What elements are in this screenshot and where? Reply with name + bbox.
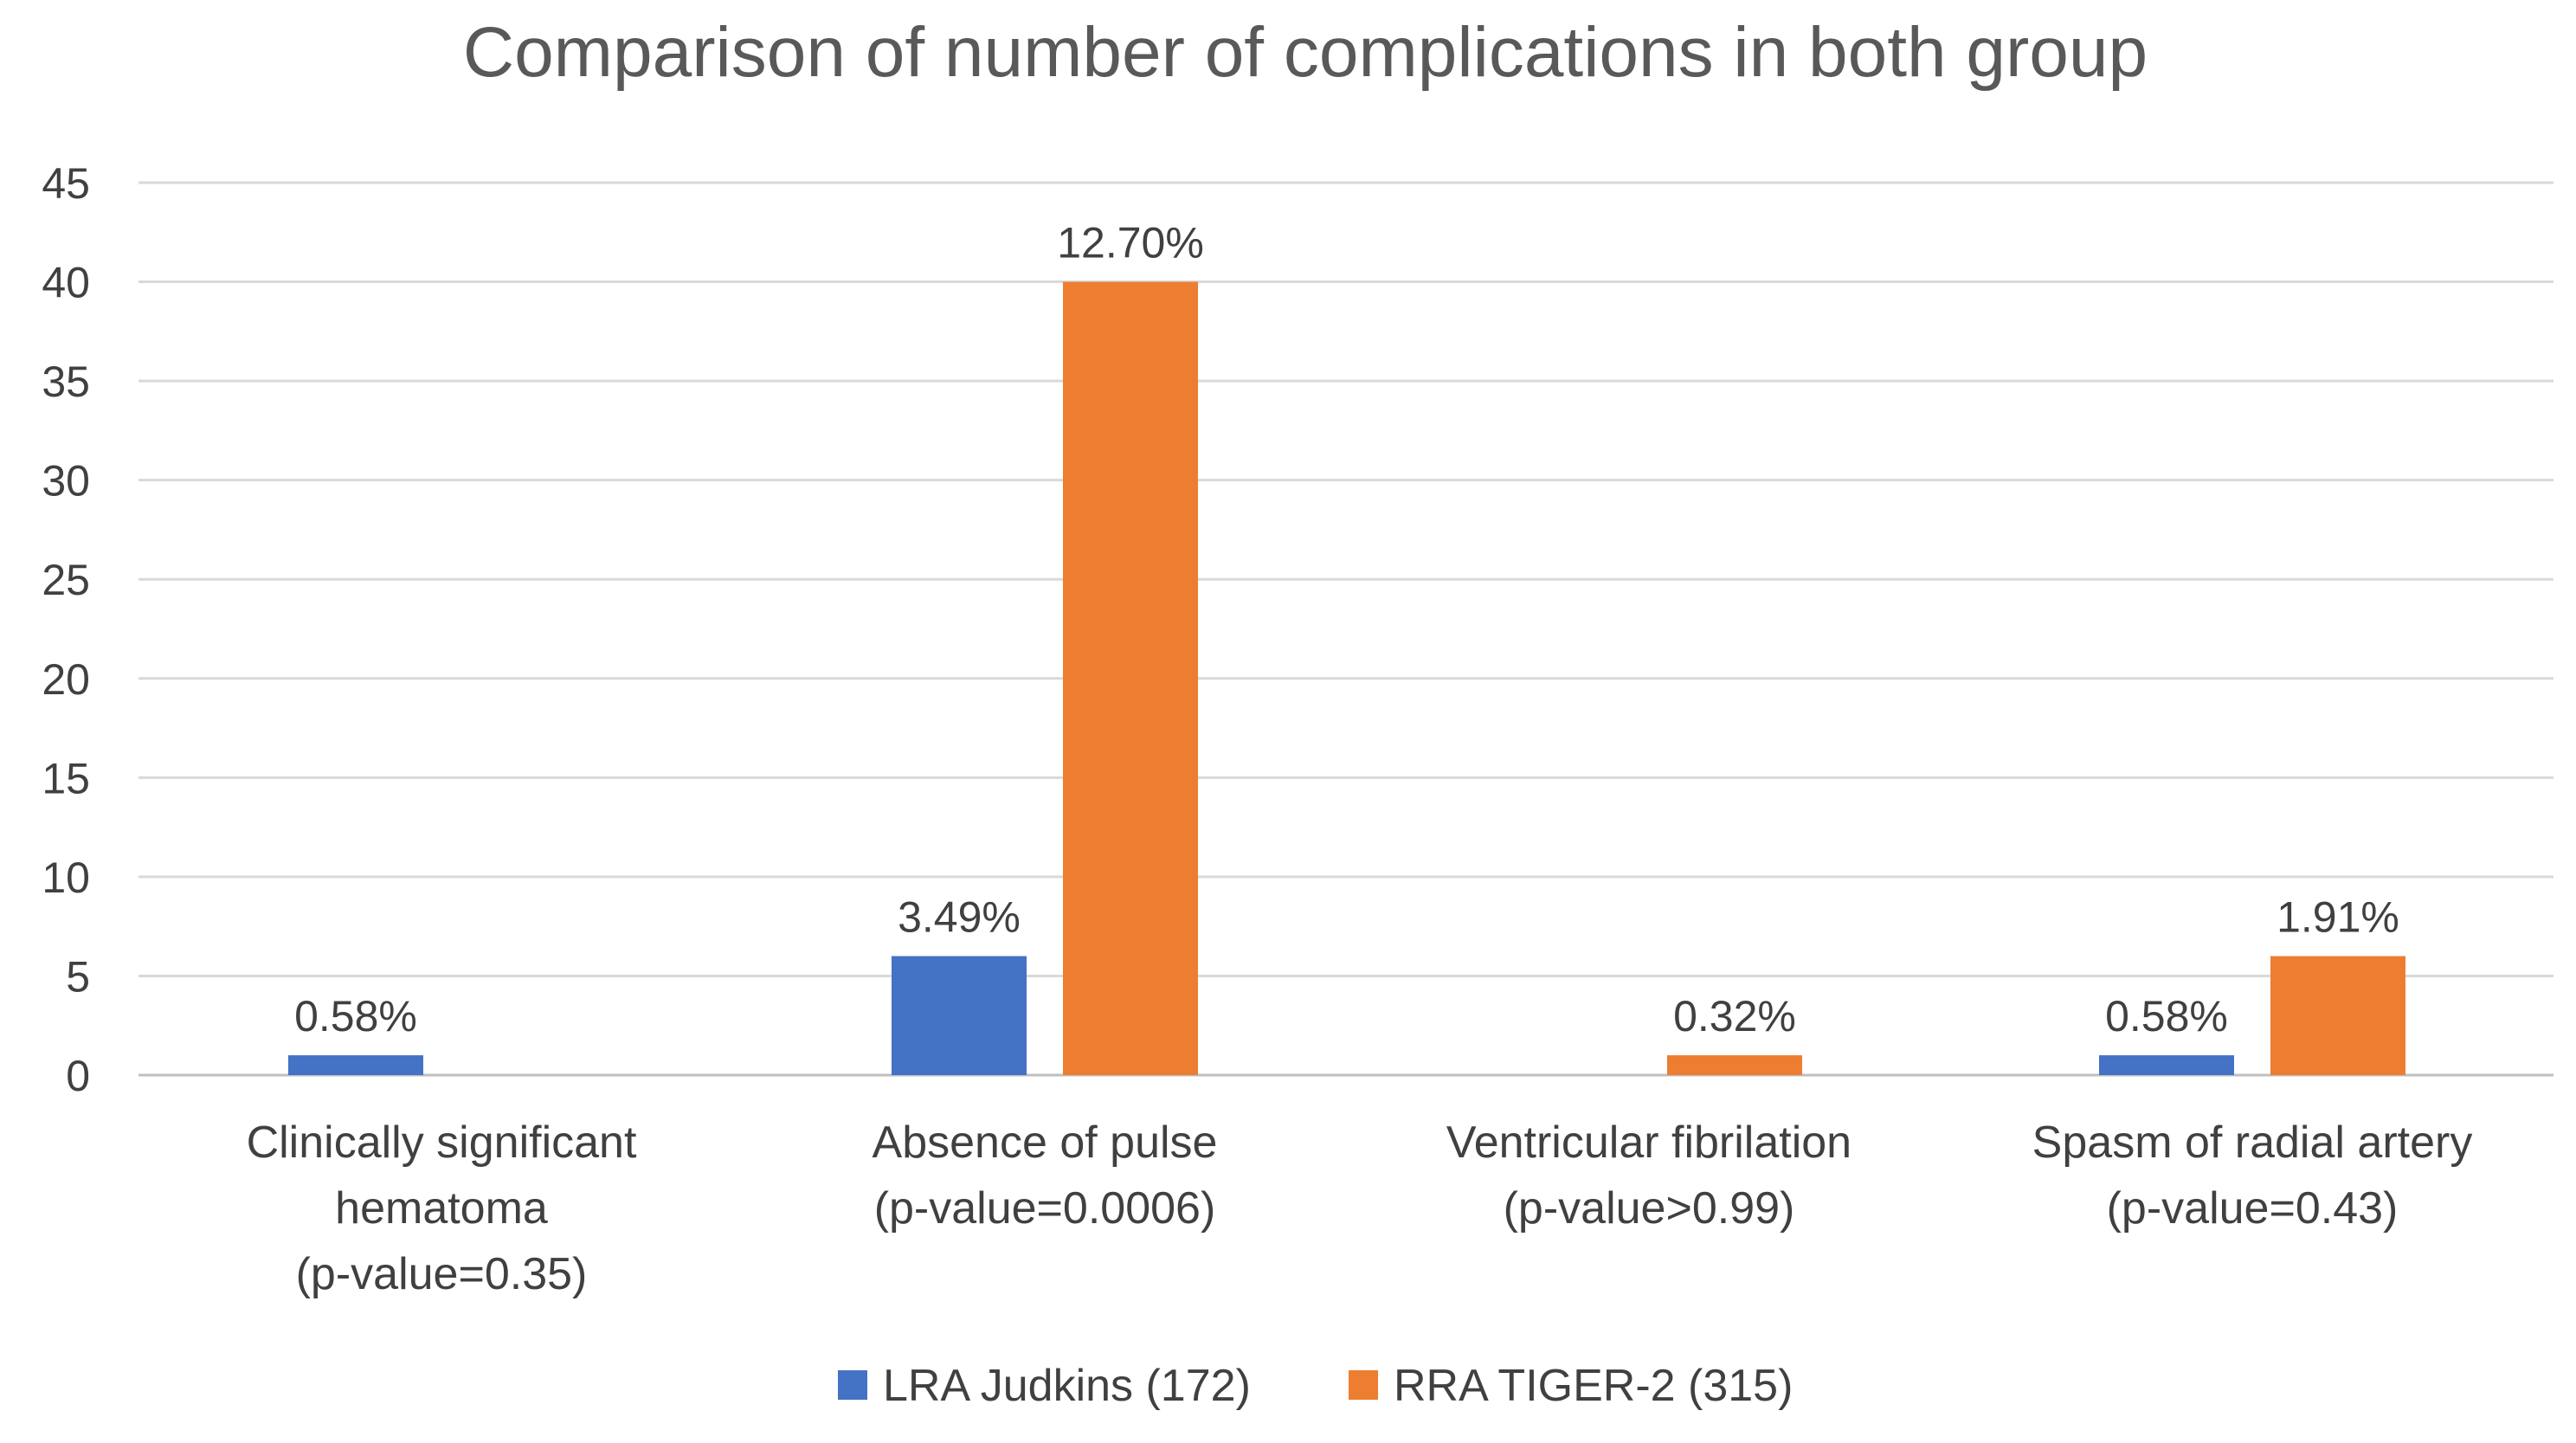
y-tick-label: 15 [42, 754, 90, 802]
y-tick-label: 45 [42, 159, 90, 208]
x-tick-label-line: (p-value=0.43) [2107, 1183, 2399, 1234]
x-tick-label-line: (p-value=0.0006) [874, 1183, 1216, 1234]
data-label: 1.91% [2277, 893, 2399, 942]
bars [288, 281, 2405, 1075]
legend-label: RRA TIGER-2 (315) [1394, 1361, 1793, 1411]
x-axis: Clinically significant hematoma (p-value=0… [247, 1118, 2473, 1299]
x-tick-label-line: Ventricular fibrilation [1446, 1118, 1852, 1168]
legend-label: LRA Judkins (172) [883, 1361, 1251, 1411]
x-tick-label-line: hematoma [335, 1183, 548, 1234]
x-tick-label-line: Spasm of radial artery [2032, 1118, 2473, 1168]
y-tick-label: 10 [42, 854, 90, 902]
chart-title: Comparison of number of complications in… [463, 13, 2148, 92]
x-tick-label-line: (p-value>0.99) [1504, 1183, 1795, 1234]
x-tick-label: Ventricular fibrilation (p-value>0.99) [1446, 1118, 1852, 1234]
y-axis: 0 5 10 15 20 25 30 35 40 45 [42, 159, 90, 1100]
x-tick-label: Spasm of radial artery (p-value=0.43) [2032, 1118, 2473, 1234]
y-tick-label: 25 [42, 556, 90, 604]
data-label: 12.70% [1057, 219, 1204, 267]
bar [288, 1055, 423, 1075]
data-label: 0.58% [2105, 992, 2228, 1040]
grid [138, 181, 2553, 1077]
bar [892, 956, 1027, 1075]
bar [2099, 1055, 2234, 1075]
data-label: 0.32% [1673, 992, 1796, 1040]
data-labels: 0.58% 3.49% 0.58% 12.70% 0.32% 1.91% [294, 219, 2399, 1041]
data-label: 3.49% [898, 893, 1021, 942]
legend-swatch [1349, 1370, 1378, 1400]
x-tick-label-line: Clinically significant [247, 1118, 637, 1168]
data-label: 0.58% [294, 992, 417, 1040]
x-tick-label-line: Absence of pulse [873, 1118, 1218, 1168]
x-tick-label: Clinically significant hematoma (p-value=0… [247, 1118, 637, 1299]
x-tick-label-line: (p-value=0.35) [296, 1249, 588, 1299]
bar [2270, 956, 2405, 1075]
y-tick-label: 35 [42, 358, 90, 406]
bar [1667, 1055, 1802, 1075]
y-tick-label: 40 [42, 259, 90, 307]
x-tick-label: Absence of pulse (p-value=0.0006) [873, 1118, 1218, 1234]
legend-swatch [838, 1370, 867, 1400]
y-tick-label: 0 [66, 1052, 90, 1100]
y-tick-label: 5 [66, 952, 90, 1001]
legend: LRA Judkins (172) RRA TIGER-2 (315) [838, 1361, 1793, 1411]
y-tick-label: 20 [42, 655, 90, 704]
bar [1063, 281, 1198, 1075]
y-tick-label: 30 [42, 457, 90, 506]
